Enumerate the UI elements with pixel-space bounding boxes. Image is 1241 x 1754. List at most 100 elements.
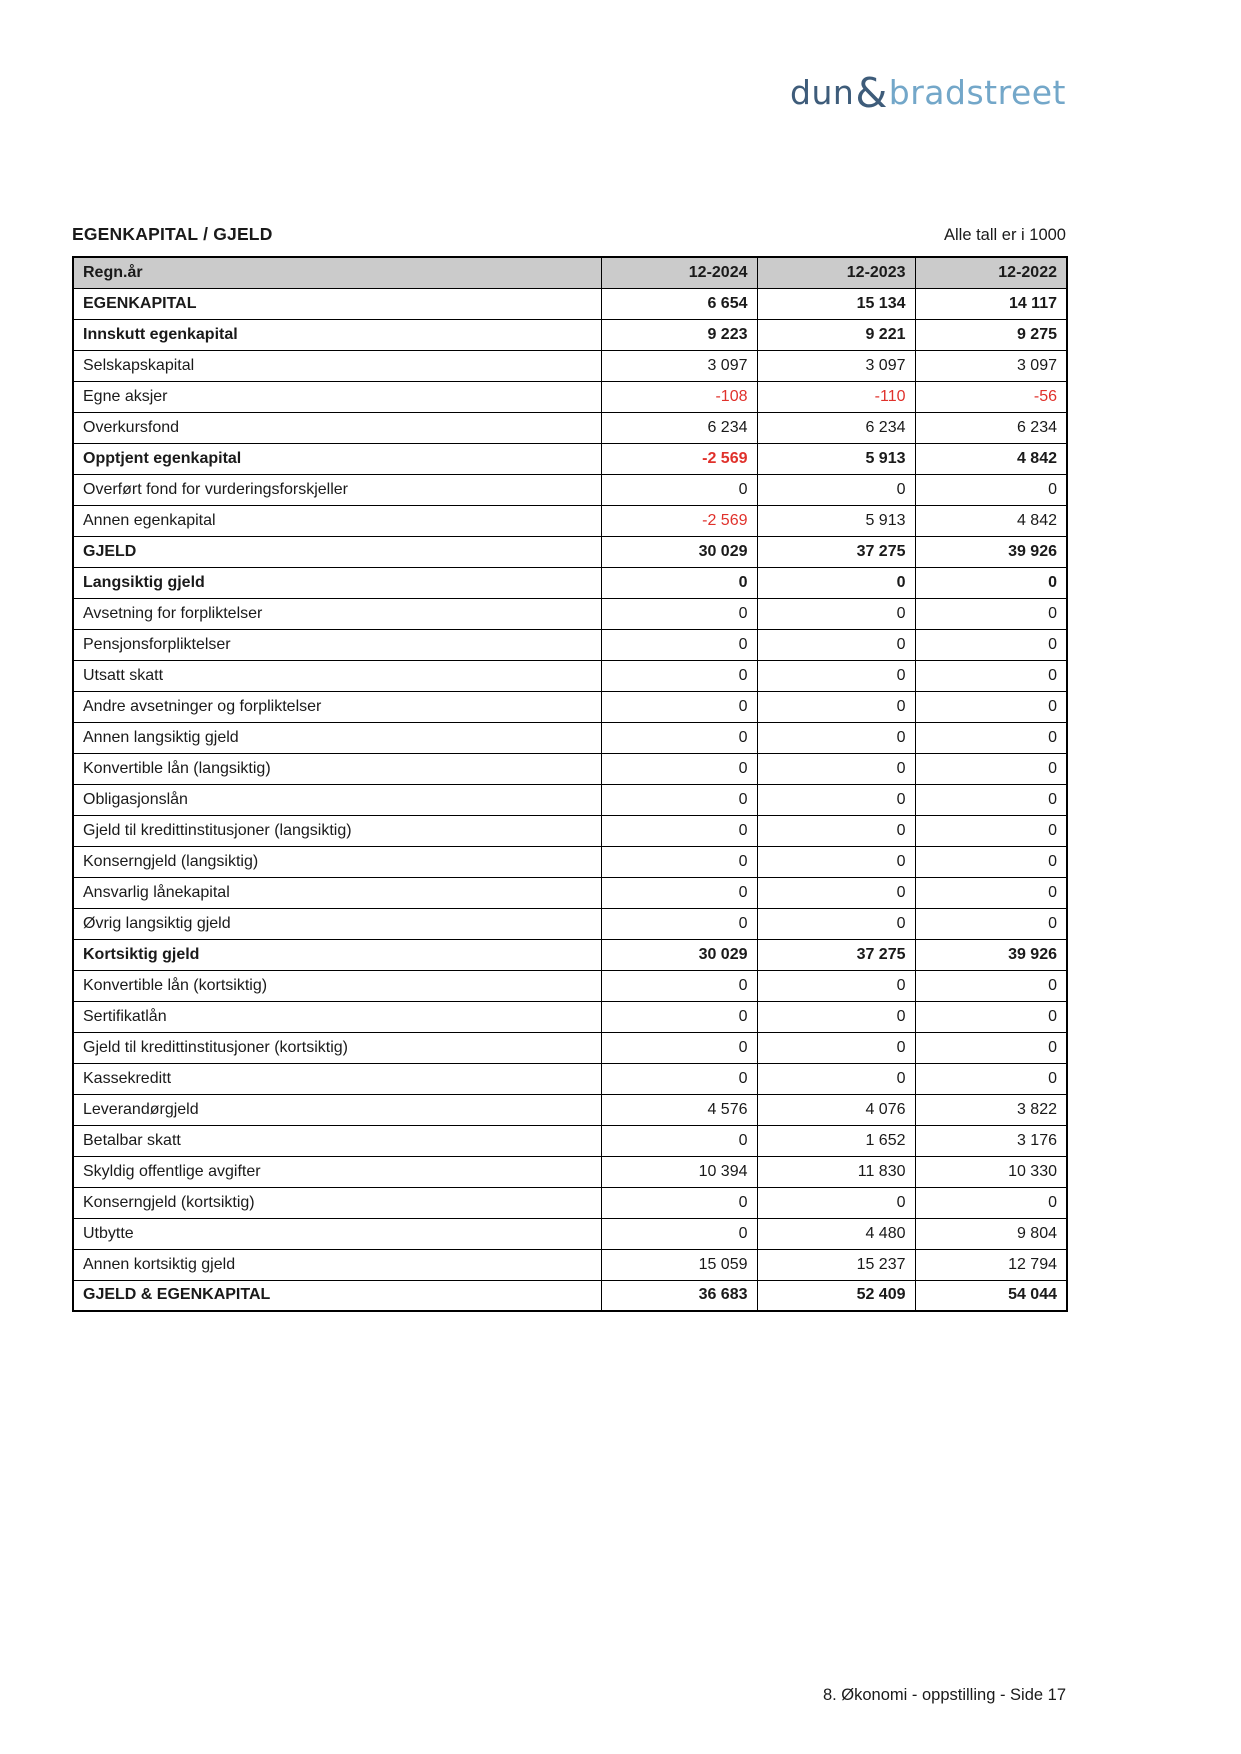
- row-value-year-2022: 54 044: [914, 1279, 1068, 1312]
- table-row: Annen egenkapital -2 569 5 913 4 842: [72, 504, 1068, 537]
- row-value-year-2024: 0: [600, 783, 758, 816]
- row-value-year-2022: 0: [914, 690, 1068, 723]
- row-value-year-2023: 0: [756, 597, 916, 630]
- row-value-year-2023: -110: [756, 380, 916, 413]
- row-value-year-2022: 39 926: [914, 938, 1068, 971]
- row-value-year-2024: 36 683: [600, 1279, 758, 1312]
- row-value-year-2024: 0: [600, 1062, 758, 1095]
- table-row: Egne aksjer -108 -110 -56: [72, 380, 1068, 413]
- row-value-year-2024: 30 029: [600, 535, 758, 568]
- row-value-year-2022: 9 275: [914, 318, 1068, 351]
- row-value-year-2024: 0: [600, 1186, 758, 1219]
- row-value-year-2024: 0: [600, 1124, 758, 1157]
- row-label: Gjeld til kredittinstitusjoner (kortsikt…: [72, 1031, 602, 1064]
- row-value-year-2022: 3 097: [914, 349, 1068, 382]
- column-header-year-2022: 12-2022: [914, 256, 1068, 289]
- row-value-year-2024: 0: [600, 473, 758, 506]
- row-value-year-2022: 0: [914, 783, 1068, 816]
- row-value-year-2022: 0: [914, 659, 1068, 692]
- row-label: Overkursfond: [72, 411, 602, 444]
- row-label: Annen egenkapital: [72, 504, 602, 537]
- row-label: Betalbar skatt: [72, 1124, 602, 1157]
- logo-text-dun: dun: [790, 73, 855, 112]
- table-row: Opptjent egenkapital -2 569 5 913 4 842: [72, 442, 1068, 475]
- row-value-year-2023: 6 234: [756, 411, 916, 444]
- table-row: EGENKAPITAL 6 654 15 134 14 117: [72, 287, 1068, 320]
- table-row: GJELD 30 029 37 275 39 926: [72, 535, 1068, 568]
- table-row: Kassekreditt 0 0 0: [72, 1062, 1068, 1095]
- row-value-year-2022: 0: [914, 876, 1068, 909]
- table-row: Overført fond for vurderingsforskjeller …: [72, 473, 1068, 506]
- row-value-year-2022: 10 330: [914, 1155, 1068, 1188]
- row-label: Kortsiktig gjeld: [72, 938, 602, 971]
- row-value-year-2022: 3 176: [914, 1124, 1068, 1157]
- row-value-year-2024: -2 569: [600, 504, 758, 537]
- column-header-year-2023: 12-2023: [756, 256, 916, 289]
- row-label: Selskapskapital: [72, 349, 602, 382]
- row-value-year-2023: 9 221: [756, 318, 916, 351]
- row-label: Annen kortsiktig gjeld: [72, 1248, 602, 1281]
- row-label: Kassekreditt: [72, 1062, 602, 1095]
- dun-bradstreet-logo: dun&bradstreet: [790, 70, 1066, 114]
- row-label: Konserngjeld (kortsiktig): [72, 1186, 602, 1219]
- row-value-year-2022: 4 842: [914, 442, 1068, 475]
- row-label: Gjeld til kredittinstitusjoner (langsikt…: [72, 814, 602, 847]
- row-value-year-2023: 5 913: [756, 504, 916, 537]
- row-value-year-2022: 0: [914, 1062, 1068, 1095]
- row-label: Egne aksjer: [72, 380, 602, 413]
- row-value-year-2023: 0: [756, 845, 916, 878]
- row-value-year-2023: 0: [756, 783, 916, 816]
- row-value-year-2024: 0: [600, 1031, 758, 1064]
- table-row: Langsiktig gjeld 0 0 0: [72, 566, 1068, 599]
- row-value-year-2024: 4 576: [600, 1093, 758, 1126]
- table-row: Annen langsiktig gjeld 0 0 0: [72, 721, 1068, 754]
- row-label: Innskutt egenkapital: [72, 318, 602, 351]
- row-value-year-2024: 0: [600, 659, 758, 692]
- table-row: Annen kortsiktig gjeld 15 059 15 237 12 …: [72, 1248, 1068, 1281]
- row-value-year-2023: 0: [756, 814, 916, 847]
- row-value-year-2023: 0: [756, 566, 916, 599]
- table-row: Overkursfond 6 234 6 234 6 234: [72, 411, 1068, 444]
- row-label: Avsetning for forpliktelser: [72, 597, 602, 630]
- row-value-year-2024: 0: [600, 969, 758, 1002]
- row-label: Ansvarlig lånekapital: [72, 876, 602, 909]
- row-value-year-2022: 0: [914, 969, 1068, 1002]
- row-value-year-2023: 0: [756, 721, 916, 754]
- row-value-year-2024: 3 097: [600, 349, 758, 382]
- row-value-year-2022: 0: [914, 1000, 1068, 1033]
- row-label: Utbytte: [72, 1217, 602, 1250]
- logo-text-bradstreet: bradstreet: [888, 73, 1066, 112]
- table-row: Gjeld til kredittinstitusjoner (kortsikt…: [72, 1031, 1068, 1064]
- row-value-year-2024: 6 654: [600, 287, 758, 320]
- row-value-year-2022: 3 822: [914, 1093, 1068, 1126]
- row-value-year-2022: 4 842: [914, 504, 1068, 537]
- row-value-year-2022: 9 804: [914, 1217, 1068, 1250]
- row-label: Konvertible lån (langsiktig): [72, 752, 602, 785]
- row-value-year-2023: 15 237: [756, 1248, 916, 1281]
- row-value-year-2023: 0: [756, 690, 916, 723]
- row-label: GJELD & EGENKAPITAL: [72, 1279, 602, 1312]
- row-label: EGENKAPITAL: [72, 287, 602, 320]
- table-row: Gjeld til kredittinstitusjoner (langsikt…: [72, 814, 1068, 847]
- row-value-year-2022: 39 926: [914, 535, 1068, 568]
- row-value-year-2023: 52 409: [756, 1279, 916, 1312]
- units-note: Alle tall er i 1000: [944, 226, 1066, 244]
- row-value-year-2023: 37 275: [756, 535, 916, 568]
- row-value-year-2022: 0: [914, 1186, 1068, 1219]
- logo-ampersand-icon: &: [855, 69, 888, 117]
- row-value-year-2024: 0: [600, 1000, 758, 1033]
- row-value-year-2023: 0: [756, 1000, 916, 1033]
- row-value-year-2022: 12 794: [914, 1248, 1068, 1281]
- table-row: Utbytte 0 4 480 9 804: [72, 1217, 1068, 1250]
- row-value-year-2022: 0: [914, 473, 1068, 506]
- row-label: Utsatt skatt: [72, 659, 602, 692]
- table-row: Betalbar skatt 0 1 652 3 176: [72, 1124, 1068, 1157]
- table-header-row: Regn.år 12-2024 12-2023 12-2022: [72, 256, 1068, 289]
- table-row: Konvertible lån (kortsiktig) 0 0 0: [72, 969, 1068, 1002]
- row-value-year-2023: 0: [756, 969, 916, 1002]
- table-row: Kortsiktig gjeld 30 029 37 275 39 926: [72, 938, 1068, 971]
- row-value-year-2024: -2 569: [600, 442, 758, 475]
- table-row: Konserngjeld (langsiktig) 0 0 0: [72, 845, 1068, 878]
- row-value-year-2024: 0: [600, 814, 758, 847]
